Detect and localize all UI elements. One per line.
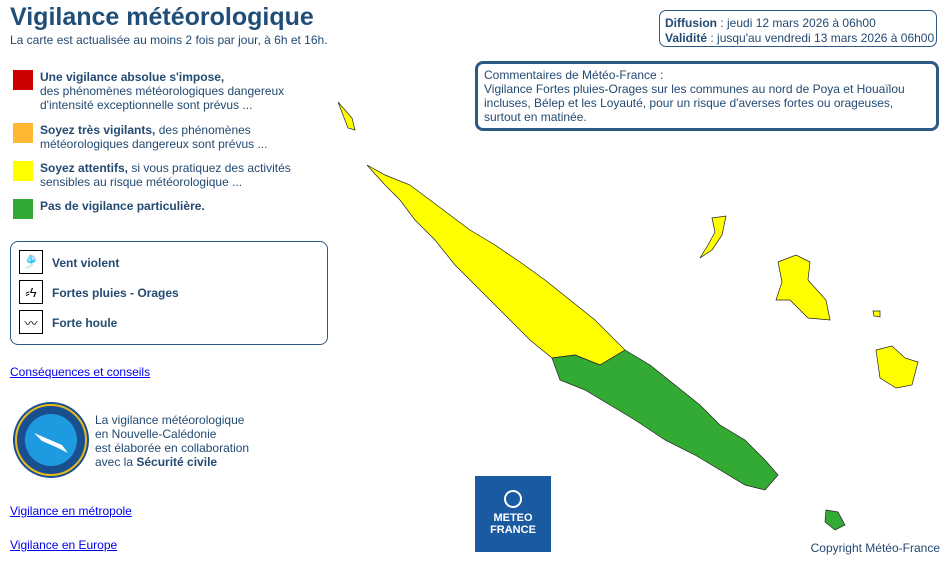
logo-line2: FRANCE xyxy=(490,524,536,536)
securite-civile-logo xyxy=(13,402,89,478)
logo-line1: METEO xyxy=(493,512,533,524)
comment-box: Commentaires de Météo-France : Vigilance… xyxy=(475,61,939,131)
validity-box: Diffusion : jeudi 12 mars 2026 à 06h00 V… xyxy=(659,10,937,47)
consequences-link[interactable]: Conséquences et conseils xyxy=(10,365,151,379)
map-ouvea[interactable] xyxy=(699,215,727,259)
phenomenon-label: Forte houle xyxy=(52,316,118,330)
green-swatch xyxy=(13,199,33,219)
yellow-swatch xyxy=(13,161,33,181)
map-tiga[interactable] xyxy=(872,310,881,318)
wave-icon: 〰 xyxy=(19,310,43,334)
legend-text: si vous pratiquez des activités sensible… xyxy=(40,161,291,189)
red-swatch xyxy=(13,70,33,90)
map-south-region[interactable] xyxy=(551,349,779,491)
copyright: Copyright Météo-France xyxy=(810,541,940,555)
orange-swatch xyxy=(13,123,33,143)
page-subtitle: La carte est actualisée au moins 2 fois … xyxy=(10,33,328,47)
legend-bold: Soyez très vigilants, xyxy=(40,123,156,137)
logo-emblem-icon xyxy=(504,490,522,508)
map-ile-des-pins[interactable] xyxy=(824,509,846,531)
comment-title: Commentaires de Météo-France : xyxy=(484,68,664,82)
securite-civile-text: La vigilance météorologique en Nouvelle-C… xyxy=(95,413,250,469)
wind-icon: 🎐 xyxy=(19,250,43,274)
map-north-region[interactable] xyxy=(366,164,626,366)
metropole-link[interactable]: Vigilance en métropole xyxy=(10,504,132,518)
rain-storm-icon: ⸗ϟ xyxy=(19,280,43,304)
legend-text: des phénomènes météorologiques dangereux… xyxy=(40,84,285,112)
map-belep[interactable] xyxy=(337,101,356,131)
page-title: Vigilance météorologique xyxy=(10,3,314,31)
map-lifou[interactable] xyxy=(775,254,831,321)
meteo-france-logo: METEO FRANCE xyxy=(475,476,551,552)
map-mare[interactable] xyxy=(875,345,919,389)
comment-text: Vigilance Fortes pluies-Orages sur les c… xyxy=(484,82,905,124)
europe-link[interactable]: Vigilance en Europe xyxy=(10,538,118,552)
legend-bold: Pas de vigilance particulière. xyxy=(40,199,205,213)
legend-bold: Soyez attentifs, xyxy=(40,161,129,175)
legend-text: des phénomènes météorologiques dangereux… xyxy=(40,123,268,151)
phenomenon-label: Fortes pluies - Orages xyxy=(52,286,179,300)
phenomenon-label: Vent violent xyxy=(52,256,120,270)
phenomena-box: 🎐 Vent violent ⸗ϟ Fortes pluies - Orages… xyxy=(10,241,328,345)
legend-bold: Une vigilance absolue s'impose, xyxy=(40,70,225,84)
